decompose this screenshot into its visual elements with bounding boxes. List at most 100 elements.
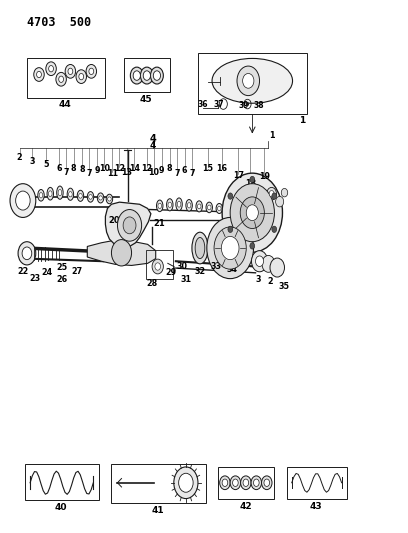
Ellipse shape: [157, 200, 163, 212]
Text: 1: 1: [270, 131, 275, 140]
Ellipse shape: [98, 193, 104, 203]
Ellipse shape: [192, 232, 208, 264]
Ellipse shape: [58, 190, 62, 196]
Text: 26: 26: [57, 274, 68, 284]
Polygon shape: [105, 202, 151, 247]
Bar: [27, 58, 105, 98]
Ellipse shape: [158, 203, 162, 208]
Text: 7: 7: [174, 169, 180, 178]
Text: 9: 9: [94, 166, 100, 175]
Text: 9: 9: [159, 166, 164, 175]
Circle shape: [281, 189, 288, 197]
Text: 7: 7: [189, 169, 195, 178]
Text: 25: 25: [57, 263, 68, 271]
Text: 39: 39: [239, 101, 250, 110]
Text: 42: 42: [240, 502, 253, 511]
Text: 37: 37: [214, 100, 225, 109]
Circle shape: [86, 64, 97, 78]
Circle shape: [18, 241, 36, 265]
Ellipse shape: [49, 191, 52, 197]
Text: 2: 2: [268, 277, 273, 286]
Text: 24: 24: [42, 268, 53, 277]
Text: 11: 11: [107, 169, 118, 178]
Text: 1: 1: [299, 116, 306, 125]
Circle shape: [22, 247, 32, 260]
Text: 38: 38: [253, 101, 264, 110]
Text: 43: 43: [310, 502, 322, 511]
Circle shape: [59, 76, 64, 83]
Circle shape: [251, 251, 268, 272]
Text: 18: 18: [245, 179, 256, 188]
Circle shape: [133, 71, 140, 80]
Circle shape: [233, 479, 238, 487]
Text: 8: 8: [71, 164, 76, 173]
Circle shape: [111, 240, 131, 266]
Bar: [146, 250, 173, 279]
Text: 17: 17: [233, 171, 244, 180]
Circle shape: [222, 479, 228, 487]
Polygon shape: [87, 240, 156, 265]
Ellipse shape: [195, 238, 205, 259]
Text: 45: 45: [140, 95, 152, 104]
Circle shape: [220, 476, 230, 490]
Circle shape: [46, 62, 56, 76]
Text: 4703  500: 4703 500: [27, 16, 91, 29]
Text: 23: 23: [29, 273, 40, 282]
Text: 21: 21: [154, 219, 166, 228]
Text: 28: 28: [146, 279, 157, 288]
Text: 4: 4: [150, 141, 156, 150]
Circle shape: [56, 72, 67, 86]
Bar: [124, 58, 170, 92]
Text: 6: 6: [56, 164, 62, 173]
Ellipse shape: [216, 204, 222, 214]
Text: 16: 16: [217, 164, 228, 173]
Text: 14: 14: [129, 164, 140, 173]
Ellipse shape: [108, 197, 111, 201]
Circle shape: [151, 67, 163, 84]
Circle shape: [269, 191, 274, 197]
Text: 41: 41: [151, 506, 164, 515]
Circle shape: [262, 476, 272, 490]
Ellipse shape: [177, 201, 181, 207]
Circle shape: [241, 476, 251, 490]
Ellipse shape: [186, 199, 192, 211]
Ellipse shape: [47, 188, 53, 200]
Circle shape: [49, 66, 53, 72]
Ellipse shape: [99, 196, 102, 200]
Text: 44: 44: [59, 100, 71, 109]
Ellipse shape: [187, 203, 191, 208]
Text: 15: 15: [202, 164, 213, 173]
Text: 20: 20: [109, 215, 120, 224]
Circle shape: [264, 479, 270, 487]
Bar: [111, 464, 206, 503]
Text: 10: 10: [99, 164, 110, 173]
Circle shape: [222, 173, 282, 252]
Circle shape: [207, 217, 253, 279]
Text: 33: 33: [211, 262, 222, 271]
Bar: [198, 53, 307, 114]
Text: 31: 31: [180, 274, 191, 284]
Ellipse shape: [166, 199, 173, 211]
Text: 34: 34: [227, 265, 238, 273]
Ellipse shape: [207, 205, 211, 210]
Circle shape: [174, 467, 198, 498]
Circle shape: [240, 197, 264, 229]
Circle shape: [253, 479, 259, 487]
Circle shape: [276, 196, 284, 207]
Text: 7: 7: [86, 169, 92, 178]
Circle shape: [228, 226, 233, 232]
Circle shape: [243, 74, 254, 88]
Text: 2: 2: [16, 153, 22, 162]
Ellipse shape: [212, 59, 293, 103]
Circle shape: [251, 476, 262, 490]
Bar: [286, 467, 347, 498]
Text: 4: 4: [149, 134, 156, 144]
Circle shape: [16, 191, 30, 210]
Circle shape: [140, 67, 153, 84]
Text: 27: 27: [72, 267, 83, 276]
Text: 5: 5: [44, 160, 49, 169]
Text: 19: 19: [259, 172, 270, 181]
Ellipse shape: [67, 188, 73, 200]
Text: 30: 30: [176, 262, 187, 271]
Circle shape: [272, 193, 277, 199]
